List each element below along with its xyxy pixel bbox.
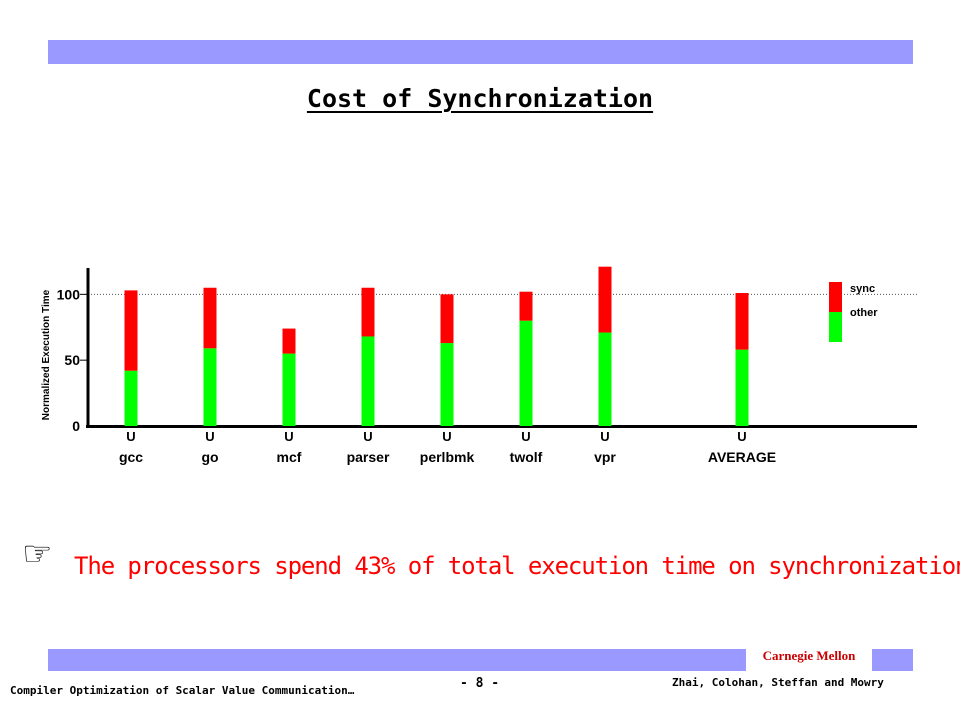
x-tick-label: AVERAGE xyxy=(708,449,776,465)
slide-title-text: Cost of Synchronization xyxy=(306,84,654,113)
bar-sync-go xyxy=(203,287,217,349)
category-marker: U xyxy=(363,429,372,444)
legend-label-sync: sync xyxy=(850,283,875,295)
bar-sync-gcc xyxy=(124,290,138,371)
category-marker: U xyxy=(737,429,746,444)
bar-sync-average xyxy=(735,293,749,350)
bar-other-mcf xyxy=(282,353,296,426)
x-tick-label: gcc xyxy=(119,449,143,465)
page-number: - 8 - xyxy=(460,676,500,691)
slide-title: Cost of Synchronization xyxy=(0,84,960,113)
bar-sync-parser xyxy=(361,287,375,337)
bar-sync-perlbmk xyxy=(440,294,454,344)
bar-other-perlbmk xyxy=(440,343,454,426)
bar-other-average xyxy=(735,349,749,426)
pointing-hand-icon: ☞ xyxy=(22,534,53,574)
x-tick-label: parser xyxy=(347,449,390,465)
x-tick-label: twolf xyxy=(510,449,543,465)
bar-sync-vpr xyxy=(598,266,612,333)
legend-label-other: other xyxy=(850,307,878,319)
bar-other-vpr xyxy=(598,332,612,426)
category-marker: U xyxy=(284,429,293,444)
footer-talk-title: Compiler Optimization of Scalar Value Co… xyxy=(10,684,355,697)
category-marker: U xyxy=(126,429,135,444)
category-marker: U xyxy=(521,429,530,444)
bar-sync-twolf xyxy=(519,291,533,321)
category-marker: U xyxy=(442,429,451,444)
summary-statement: The processors spend 43% of total execut… xyxy=(74,552,960,580)
legend-swatch-other xyxy=(829,312,842,342)
y-tick-label: 100 xyxy=(57,286,81,302)
x-tick-label: perlbmk xyxy=(420,449,475,465)
bottom-banner xyxy=(48,649,913,671)
x-tick-label: vpr xyxy=(594,449,616,465)
top-banner xyxy=(48,40,913,64)
footer-authors: Zhai, Colohan, Steffan and Mowry xyxy=(672,676,884,689)
x-tick-label: mcf xyxy=(277,449,302,465)
institution-label: Carnegie Mellon xyxy=(746,644,872,675)
y-axis-title: Normalized Execution Time xyxy=(41,289,52,420)
category-marker: U xyxy=(600,429,609,444)
bar-sync-mcf xyxy=(282,328,296,354)
x-tick-label: go xyxy=(201,449,218,465)
bar-other-gcc xyxy=(124,370,138,426)
bar-other-twolf xyxy=(519,320,533,426)
y-tick-label: 0 xyxy=(72,418,80,434)
bar-other-parser xyxy=(361,336,375,426)
legend-swatch-sync xyxy=(829,282,842,312)
y-tick-label: 50 xyxy=(64,352,80,368)
category-marker: U xyxy=(205,429,214,444)
bar-other-go xyxy=(203,348,217,426)
